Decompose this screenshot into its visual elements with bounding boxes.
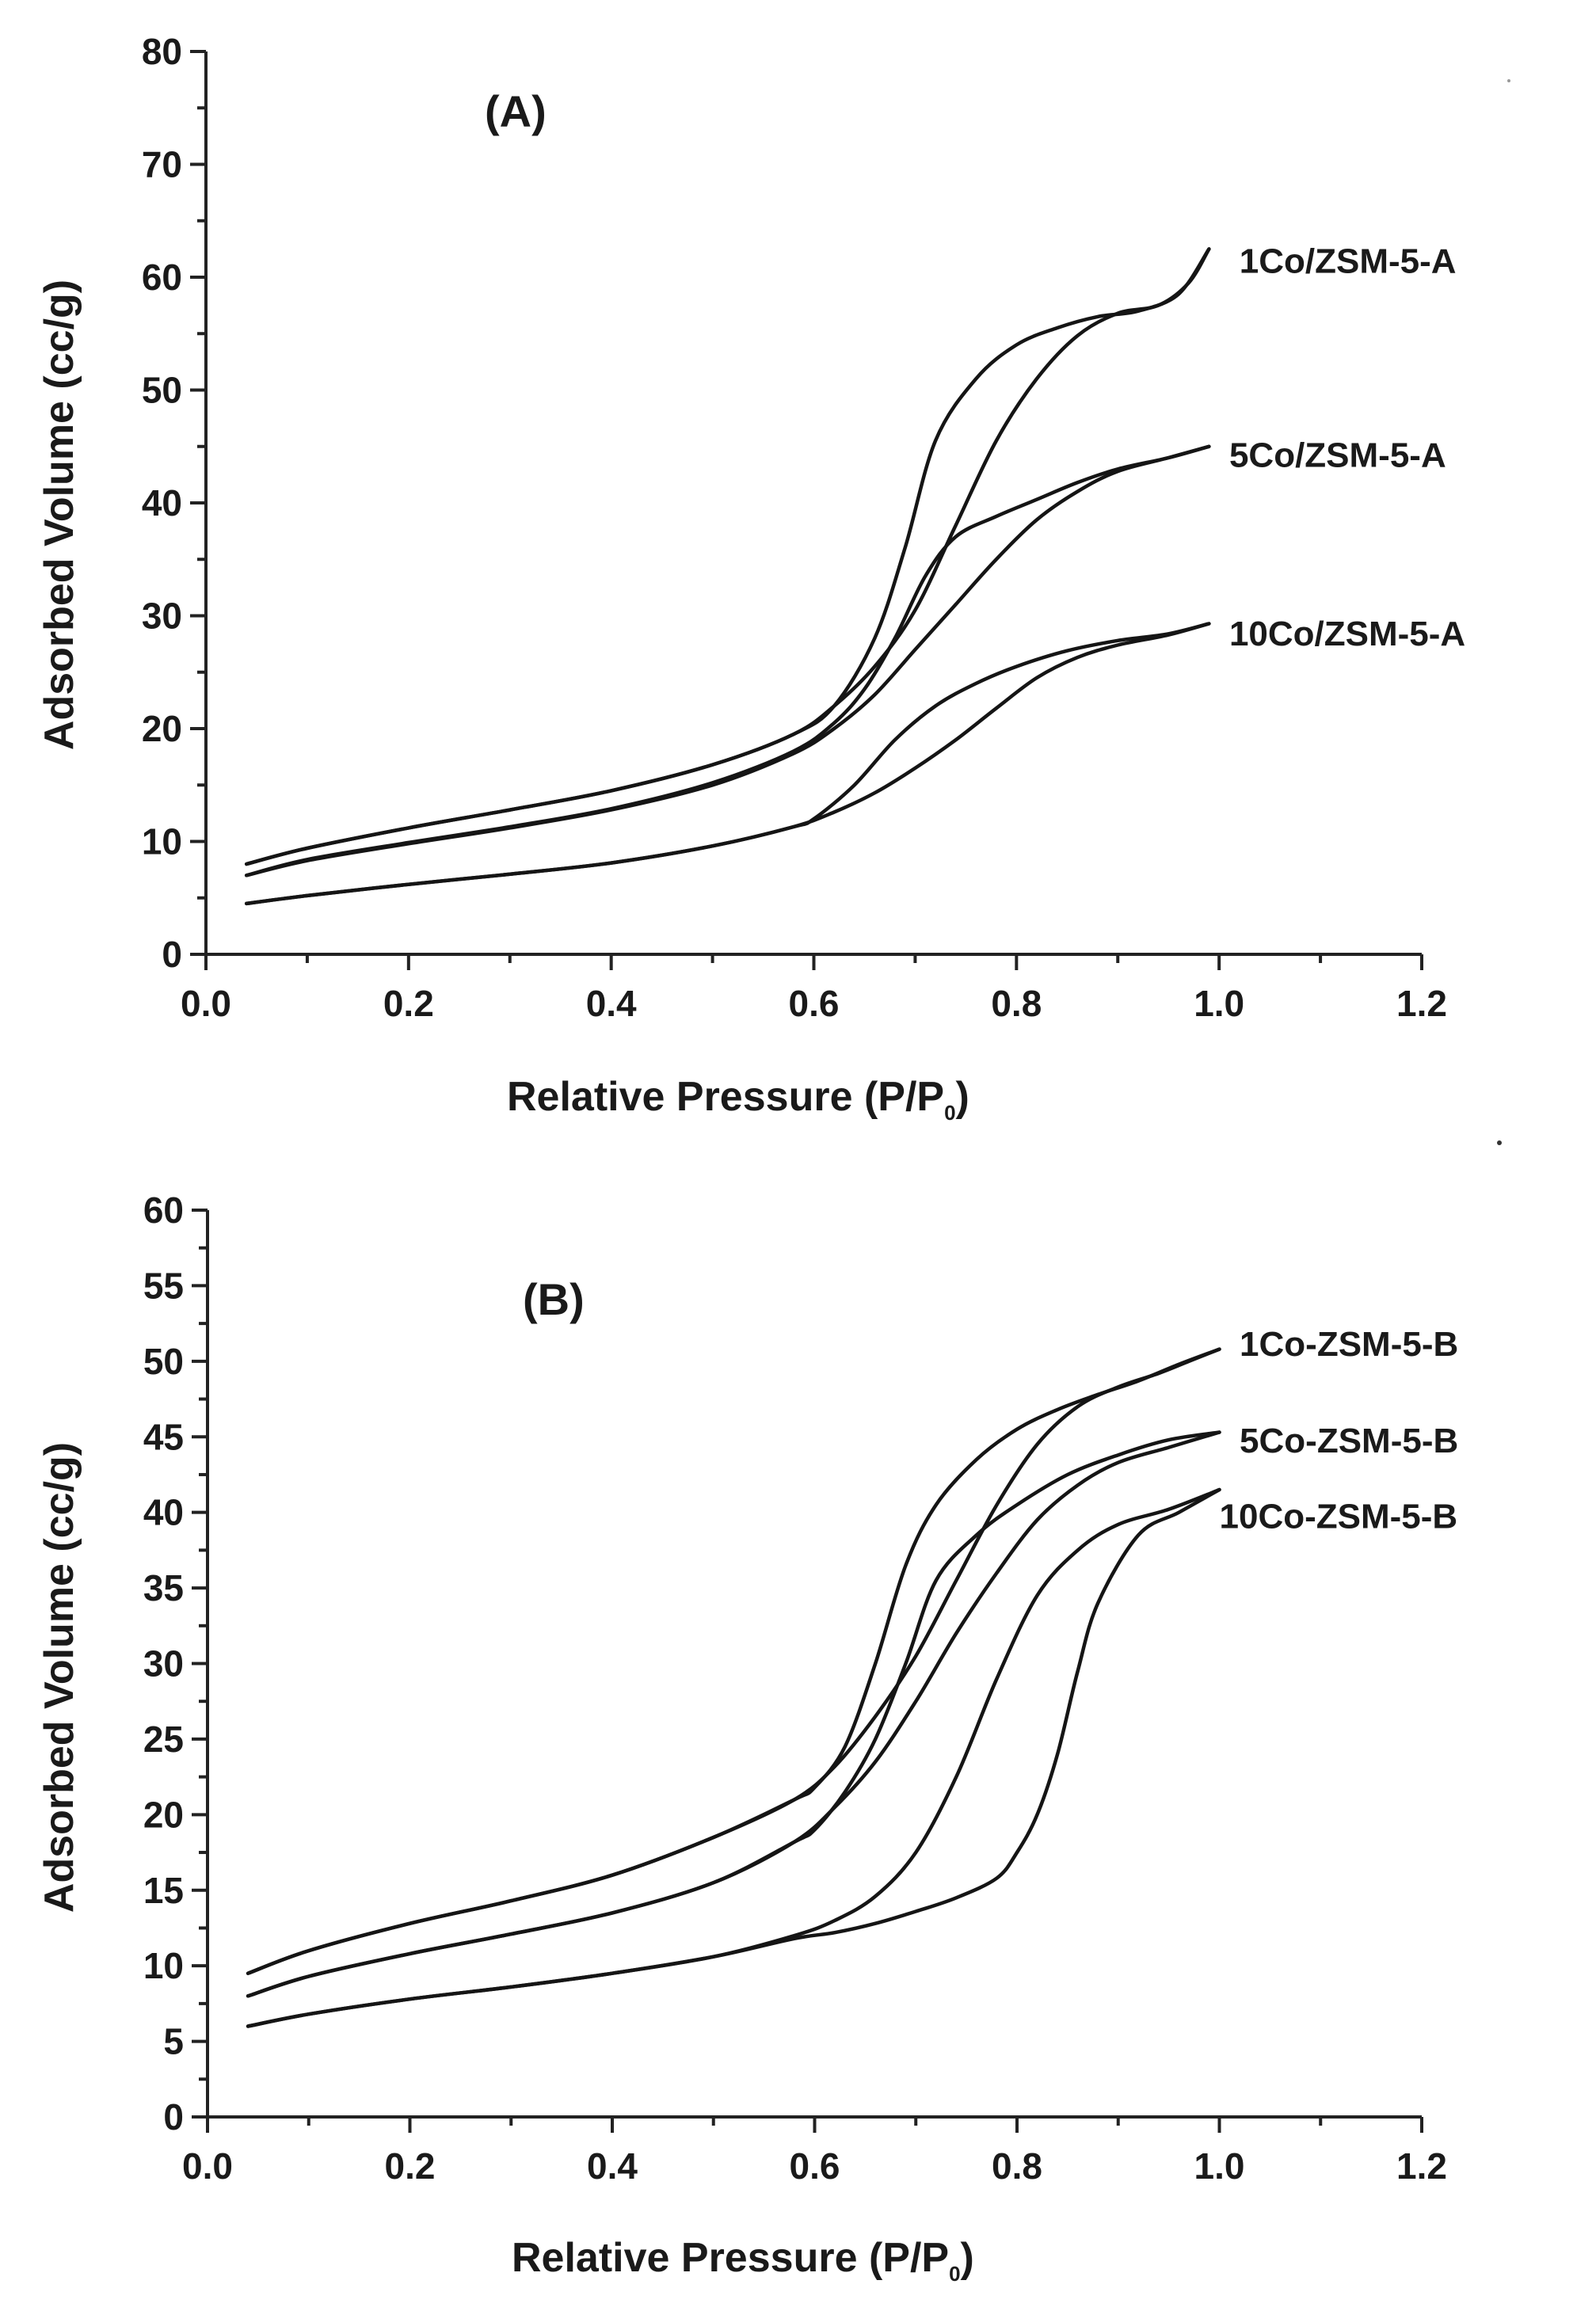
x-tick-label: 0.4 [587, 2145, 638, 2187]
y-tick-label: 60 [143, 1190, 184, 1231]
y-tick-label: 70 [142, 144, 182, 185]
x-tick-label: 0.0 [181, 983, 231, 1024]
adsorption-curve-1co-zsm-5-b [246, 1347, 1221, 1975]
series-label-10co-zsm-5-b: 10Co-ZSM-5-B [1220, 1497, 1458, 1536]
series-label-5co-zsm-5-a: 5Co/ZSM-5-A [1229, 436, 1446, 475]
x-axis-title-subscript: 0 [949, 2262, 960, 2286]
x-axis-title-end: ) [961, 2235, 974, 2281]
y-tick-label: 0 [163, 2096, 184, 2138]
desorption-curve-5co-zsm-5-a [244, 444, 1211, 877]
x-tick-labels: 0.0 0.2 0.4 0.6 0.8 1.0 1.2 [181, 983, 1447, 1024]
y-axis-ticks [192, 1209, 208, 2119]
y-tick-label: 15 [143, 1870, 184, 1911]
y-tick-label: 0 [162, 934, 182, 975]
y-axis-title: Adsorbed Volume (cc/g) [36, 280, 82, 750]
series-label-1co-zsm-5-a: 1Co/ZSM-5-A [1240, 242, 1457, 281]
x-tick-label: 1.0 [1194, 983, 1244, 1024]
series-curves [246, 1347, 1221, 2028]
y-tick-label: 50 [142, 370, 182, 411]
y-tick-label: 20 [142, 708, 182, 749]
y-tick-label: 40 [143, 1492, 184, 1533]
adsorption-curve-1co-zsm-5-a [244, 247, 1211, 866]
speck-dot [1507, 79, 1510, 82]
y-tick-labels: 0 5 10 15 20 25 30 35 40 45 50 55 60 [143, 1190, 184, 2138]
x-tick-label: 0.8 [992, 2145, 1042, 2187]
series-labels: 1Co/ZSM-5-A 5Co/ZSM-5-A 10Co/ZSM-5-A [1229, 242, 1465, 653]
series-curves [244, 247, 1211, 906]
y-tick-label: 60 [142, 257, 182, 298]
y-tick-label: 20 [143, 1794, 184, 1835]
x-tick-label: 0.8 [991, 983, 1042, 1024]
panel-label-b: (B) [523, 1274, 585, 1324]
x-tick-label: 0.0 [182, 2145, 233, 2187]
y-tick-label: 40 [142, 482, 182, 523]
adsorption-curve-5co-zsm-5-b [246, 1430, 1221, 1998]
x-axis-ticks [206, 2117, 1423, 2133]
x-tick-label: 0.2 [383, 983, 434, 1024]
x-tick-label: 1.2 [1396, 983, 1447, 1024]
y-tick-label: 35 [143, 1567, 184, 1608]
x-axis-title-main: Relative Pressure (P/P [512, 2235, 949, 2281]
panel-label-a: (A) [485, 86, 547, 136]
y-tick-label: 10 [143, 1945, 184, 1986]
adsorption-curve-5co-zsm-5-a [244, 444, 1211, 877]
x-tick-label: 0.6 [789, 983, 840, 1024]
x-tick-label: 0.6 [790, 2145, 840, 2187]
speck-dot [1497, 1140, 1502, 1145]
x-tick-labels: 0.0 0.2 0.4 0.6 0.8 1.0 1.2 [182, 2145, 1447, 2187]
adsorption-curve-10co-zsm-5-b [246, 1487, 1221, 2028]
desorption-curve-1co-zsm-5-b [246, 1347, 1221, 1975]
desorption-curve-5co-zsm-5-b [246, 1430, 1221, 1998]
series-label-1co-zsm-5-b: 1Co-ZSM-5-B [1240, 1325, 1458, 1364]
y-tick-label: 80 [142, 31, 182, 72]
y-tick-label: 25 [143, 1719, 184, 1760]
x-tick-label: 0.2 [385, 2145, 436, 2187]
series-label-5co-zsm-5-b: 5Co-ZSM-5-B [1240, 1422, 1458, 1460]
x-axis-title-main: Relative Pressure (P/P [507, 1074, 944, 1120]
y-tick-label: 10 [142, 821, 182, 862]
y-tick-label: 45 [143, 1416, 184, 1457]
desorption-curve-1co-zsm-5-a [244, 247, 1211, 866]
desorption-curve-10co-zsm-5-b [246, 1487, 1221, 2028]
series-label-10co-zsm-5-a: 10Co/ZSM-5-A [1229, 615, 1465, 653]
y-tick-label: 50 [143, 1341, 184, 1382]
y-tick-labels: 0 10 20 30 40 50 60 70 80 [142, 31, 182, 975]
y-axis-title: Adsorbed Volume (cc/g) [36, 1442, 82, 1913]
x-tick-label: 1.2 [1396, 2145, 1447, 2187]
x-axis-title-end: ) [956, 1074, 969, 1120]
y-axis-ticks [190, 50, 206, 956]
y-tick-label: 30 [143, 1643, 184, 1685]
desorption-curve-10co-zsm-5-a [244, 622, 1211, 906]
x-tick-label: 0.4 [586, 983, 637, 1024]
x-axis-title: Relative Pressure (P/P0) [512, 2235, 974, 2286]
x-axis-title: Relative Pressure (P/P0) [507, 1074, 969, 1125]
series-labels: 1Co-ZSM-5-B 5Co-ZSM-5-B 10Co-ZSM-5-B [1220, 1325, 1459, 1536]
adsorption-curve-10co-zsm-5-a [244, 622, 1211, 906]
chart-panel-b: 0 5 10 15 20 25 30 35 40 45 50 55 60 0.0 0.2 0.4 0.6 0.8… [36, 1190, 1458, 2286]
y-tick-label: 5 [163, 2021, 184, 2062]
x-tick-label: 1.0 [1194, 2145, 1245, 2187]
x-axis-title-subscript: 0 [944, 1101, 955, 1125]
x-axis-ticks [204, 954, 1423, 970]
y-tick-label: 30 [142, 596, 182, 637]
y-tick-label: 55 [143, 1265, 184, 1306]
